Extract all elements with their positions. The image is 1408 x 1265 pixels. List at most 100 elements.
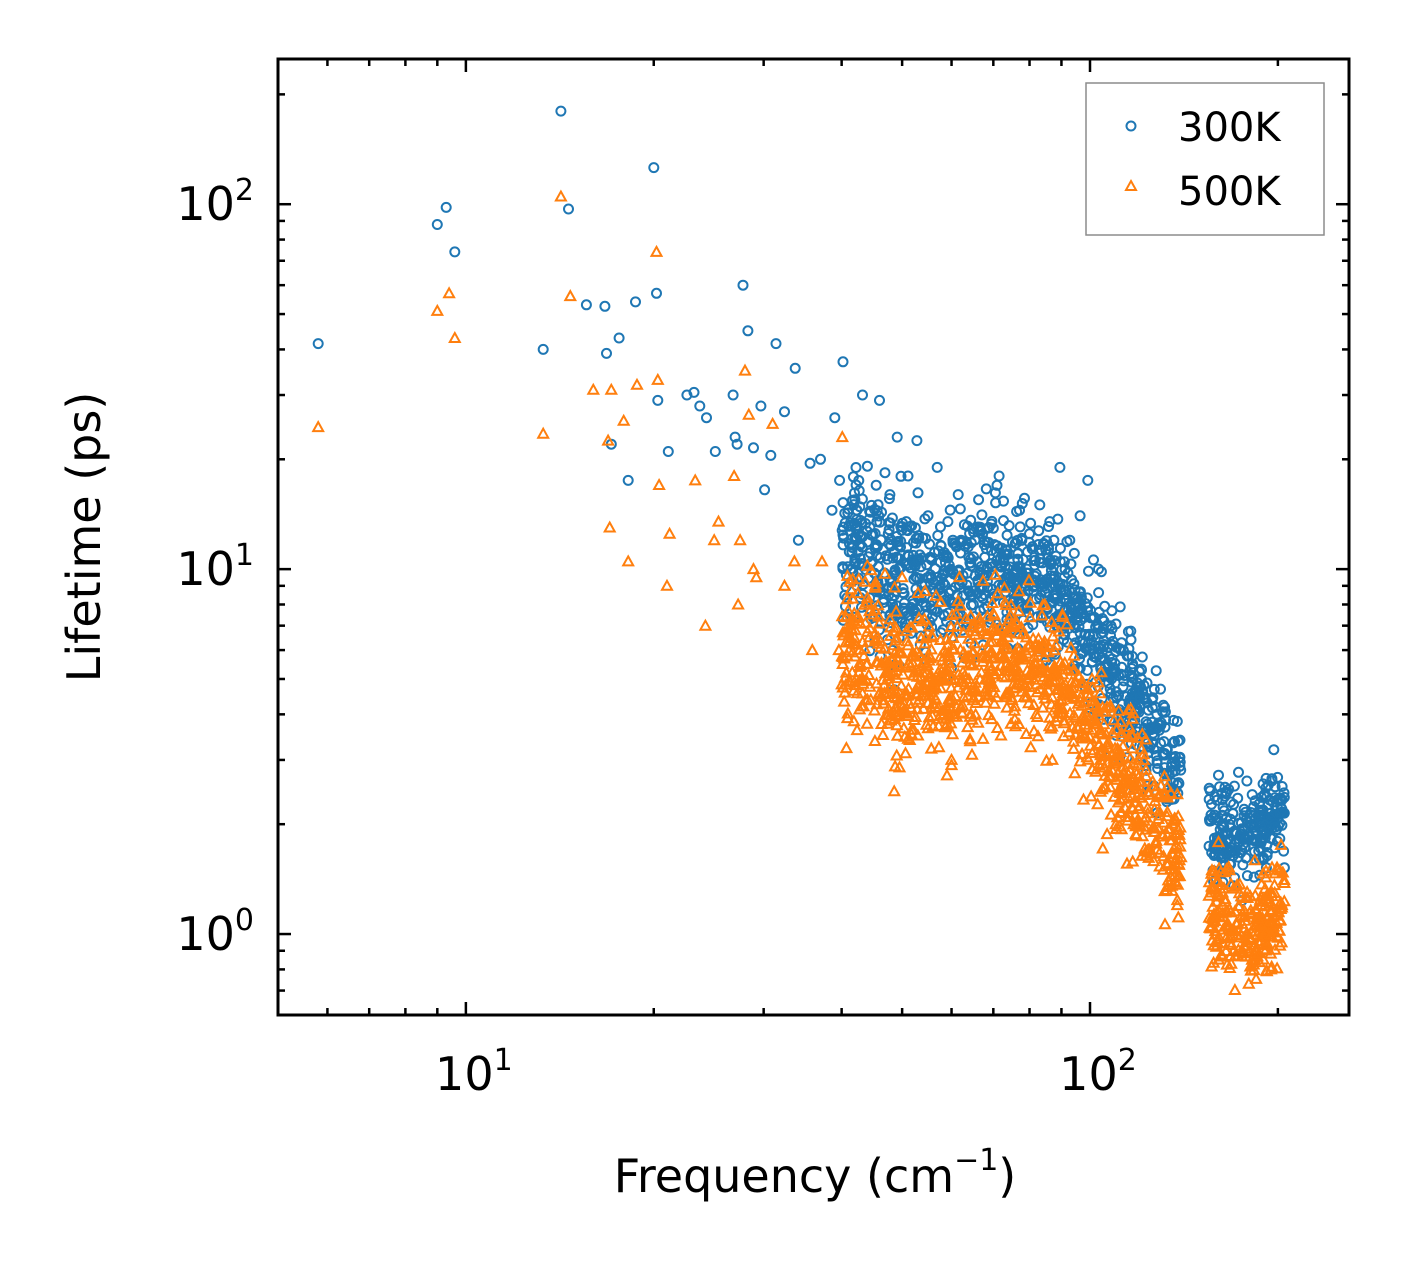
point-500K <box>966 645 981 658</box>
point-300K <box>1001 573 1013 585</box>
point-300K <box>954 503 966 515</box>
point-500K <box>1152 790 1166 803</box>
point-300K <box>1095 566 1107 578</box>
point-300K <box>1169 736 1180 747</box>
point-300K <box>449 246 461 258</box>
point-300K <box>1024 528 1035 540</box>
point-500K <box>986 606 1000 619</box>
plot-frame <box>276 57 1351 1017</box>
point-500K <box>1020 690 1034 703</box>
point-500K <box>1091 675 1106 688</box>
point-300K <box>875 534 887 546</box>
point-500K <box>1202 888 1216 901</box>
point-500K <box>1091 701 1105 714</box>
point-500K <box>876 696 891 709</box>
point-300K <box>853 485 865 497</box>
point-300K <box>1159 749 1171 761</box>
point-500K <box>1171 877 1185 890</box>
point-300K <box>1278 787 1290 799</box>
point-500K <box>890 748 904 761</box>
point-500K <box>911 585 925 598</box>
point-300K <box>976 569 988 581</box>
point-300K <box>1043 543 1055 555</box>
point-300K <box>1016 498 1028 509</box>
point-500K <box>1093 752 1108 765</box>
point-500K <box>1129 766 1144 779</box>
point-500K <box>956 664 970 677</box>
point-300K <box>944 504 956 516</box>
point-500K <box>1120 856 1134 869</box>
point-500K <box>1108 741 1122 754</box>
point-500K <box>934 594 948 607</box>
point-500K <box>987 696 1002 709</box>
point-500K <box>603 520 617 533</box>
point-300K <box>779 406 790 418</box>
point-500K <box>1258 925 1272 938</box>
point-300K <box>1137 686 1149 698</box>
point-300K <box>729 431 741 443</box>
point-300K <box>1258 789 1270 801</box>
point-500K <box>1051 706 1066 719</box>
point-500K <box>1234 909 1249 922</box>
point-500K <box>1248 888 1262 901</box>
point-500K <box>1034 662 1048 675</box>
point-500K <box>952 570 967 583</box>
point-500K <box>955 705 969 718</box>
point-300K <box>1157 699 1169 711</box>
point-500K <box>1124 701 1138 714</box>
point-500K <box>1067 648 1081 661</box>
point-500K <box>1211 887 1225 900</box>
point-500K <box>1240 885 1254 898</box>
point-500K <box>1064 640 1078 653</box>
point-500K <box>1107 789 1121 802</box>
point-500K <box>1157 769 1172 782</box>
point-500K <box>1027 724 1041 737</box>
point-500K <box>1087 743 1101 756</box>
point-500K <box>836 656 850 669</box>
point-300K <box>742 325 754 337</box>
point-500K <box>869 676 884 689</box>
point-500K <box>899 706 913 719</box>
point-300K <box>977 528 989 540</box>
point-500K <box>1273 863 1287 876</box>
point-500K <box>908 709 923 722</box>
point-300K <box>878 593 890 605</box>
point-300K <box>884 489 896 501</box>
point-500K <box>884 678 898 691</box>
point-300K <box>949 581 961 593</box>
point-500K <box>953 642 968 655</box>
point-300K <box>1174 760 1186 772</box>
point-500K <box>835 430 849 443</box>
point-500K <box>1254 897 1268 910</box>
point-500K <box>1008 712 1022 725</box>
point-500K <box>844 582 858 595</box>
point-500K <box>1004 690 1019 703</box>
point-500K <box>1114 729 1129 742</box>
point-500K <box>1242 976 1256 989</box>
point-500K <box>918 584 932 597</box>
point-500K <box>988 567 1003 580</box>
point-500K <box>852 572 866 585</box>
point-300K <box>1242 821 1254 833</box>
point-500K <box>839 741 854 754</box>
point-500K <box>959 611 973 624</box>
point-500K <box>777 578 792 591</box>
point-500K <box>1103 770 1117 783</box>
point-300K <box>850 462 862 473</box>
point-500K <box>849 611 864 624</box>
point-300K <box>856 541 868 553</box>
x-tick-label: 101 <box>435 1043 513 1101</box>
point-500K <box>1221 919 1235 932</box>
point-300K <box>947 534 959 546</box>
point-500K <box>1277 875 1291 888</box>
point-500K <box>1032 641 1047 654</box>
point-500K <box>787 554 802 567</box>
point-500K <box>536 426 550 439</box>
point-500K <box>1077 695 1092 708</box>
point-500K <box>746 562 761 575</box>
point-500K <box>1128 776 1142 789</box>
point-500K <box>1050 665 1064 678</box>
point-500K <box>1055 607 1070 620</box>
point-500K <box>978 688 993 701</box>
point-500K <box>887 704 901 717</box>
